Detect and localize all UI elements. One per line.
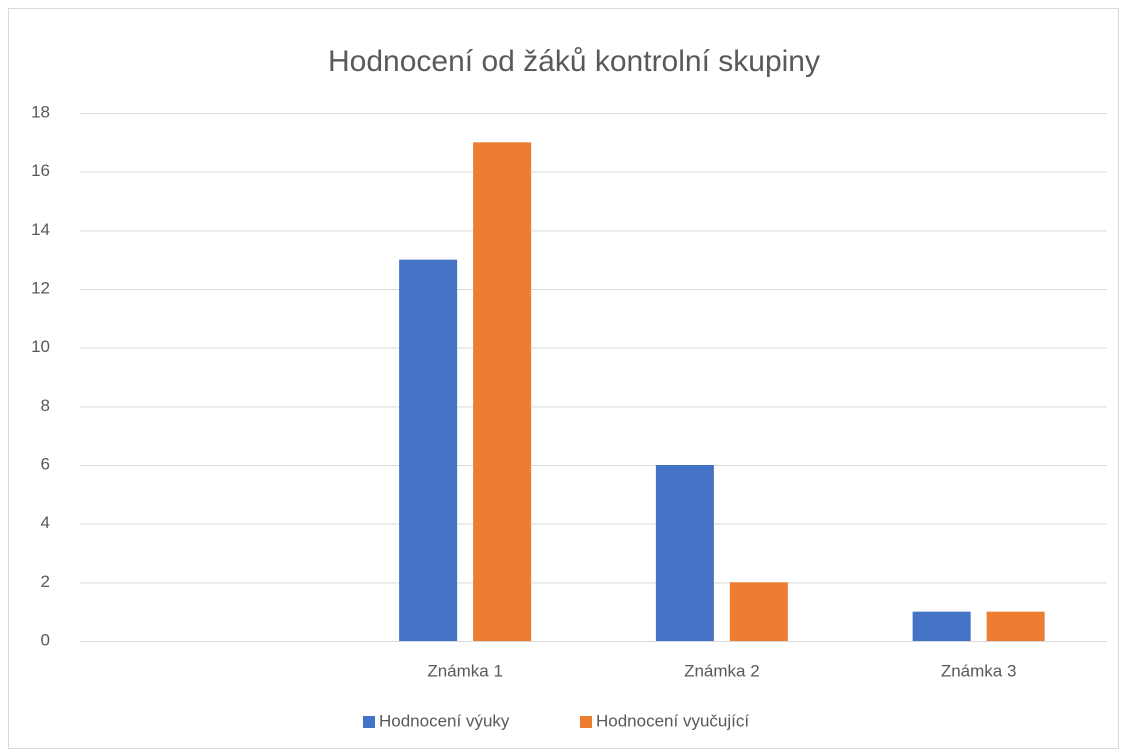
bar <box>912 611 971 641</box>
y-tick-label: 8 <box>41 396 50 415</box>
y-tick-label: 14 <box>31 220 50 239</box>
legend-swatch <box>580 716 592 728</box>
y-tick-label: 0 <box>41 630 50 649</box>
legend-label: Hodnocení výuky <box>379 711 510 730</box>
y-tick-label: 4 <box>41 513 50 532</box>
chart-title: Hodnocení od žáků kontrolní skupiny <box>328 45 820 78</box>
x-tick-label: Známka 3 <box>941 661 1017 680</box>
bar <box>986 611 1045 641</box>
x-tick-label: Známka 2 <box>684 661 760 680</box>
bar <box>473 142 532 642</box>
legend-swatch <box>363 716 375 728</box>
x-tick-label: Známka 1 <box>427 661 503 680</box>
bar <box>729 582 788 641</box>
legend-label: Hodnocení vyučující <box>596 711 749 730</box>
bar <box>399 259 458 641</box>
y-tick-label: 18 <box>31 102 50 121</box>
y-tick-label: 2 <box>41 572 50 591</box>
y-tick-label: 16 <box>31 161 50 180</box>
y-tick-label: 6 <box>41 454 50 473</box>
y-tick-label: 12 <box>31 278 50 297</box>
y-tick-label: 10 <box>31 337 50 356</box>
bar <box>655 465 714 641</box>
